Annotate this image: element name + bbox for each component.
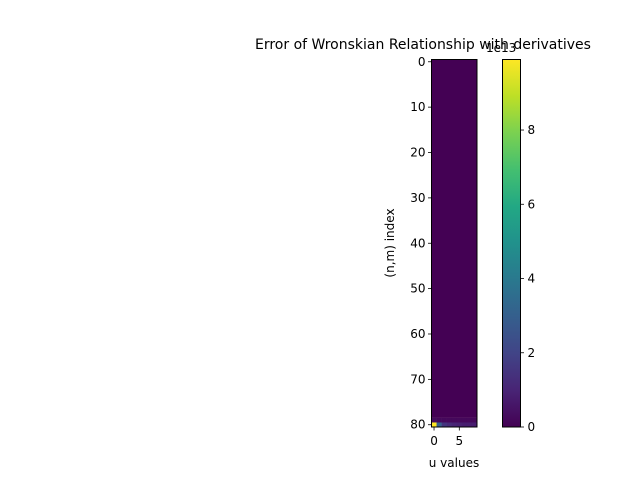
heatmap-cell — [451, 422, 458, 428]
heatmap-cell — [471, 422, 478, 428]
heatmap-cell — [446, 422, 453, 428]
heatmap-cell — [441, 422, 447, 428]
heatmap-cell — [456, 417, 463, 423]
colorbar-tick-label: 4 — [528, 272, 536, 286]
chart-title: Error of Wronskian Relationship with der… — [255, 37, 591, 53]
y-tick-label: 80 — [410, 418, 425, 432]
colorbar-tick-label: 0 — [528, 420, 536, 434]
colorbar-tick-label: 8 — [528, 123, 536, 137]
heatmap-cell — [431, 422, 437, 428]
heatmap-cells — [431, 59, 478, 428]
heatmap-cell — [436, 417, 442, 423]
heatmap-cell — [446, 417, 453, 423]
heatmap-cell — [431, 417, 437, 423]
x-tick-label: 0 — [430, 434, 438, 448]
heatmap-cell — [466, 422, 473, 428]
colorbar-offset-label: 1e13 — [486, 41, 516, 55]
y-tick-label: 10 — [410, 100, 425, 114]
y-tick-label: 20 — [410, 146, 425, 160]
y-tick-label: 0 — [418, 55, 426, 69]
heatmap-cell — [456, 422, 463, 428]
x-axis-label: u values — [429, 456, 479, 470]
y-axis-label: (n,m) index — [383, 208, 397, 277]
y-tick-label: 40 — [410, 236, 425, 250]
heatmap-cell — [466, 417, 473, 423]
y-tick-label: 30 — [410, 191, 425, 205]
colorbar-tick-label: 6 — [528, 197, 536, 211]
heatmap-cell — [471, 417, 478, 423]
x-tick-label: 5 — [455, 434, 463, 448]
y-tick-label: 70 — [410, 372, 425, 386]
heatmap-cell — [451, 417, 458, 423]
y-axis-ticks: 0 10 20 30 40 50 60 70 80 — [410, 55, 432, 432]
heatmap-cell — [436, 422, 442, 428]
heatmap-background-rows — [431, 59, 477, 418]
colorbar-ticks: 0 2 4 6 8 — [520, 123, 536, 434]
y-tick-label: 50 — [410, 282, 425, 296]
heatmap-cell — [441, 417, 447, 423]
heatmap-cell — [461, 417, 468, 423]
y-tick-label: 60 — [410, 327, 425, 341]
colorbar — [502, 59, 521, 428]
colorbar-tick-label: 2 — [528, 346, 536, 360]
heatmap-cell — [461, 422, 468, 428]
